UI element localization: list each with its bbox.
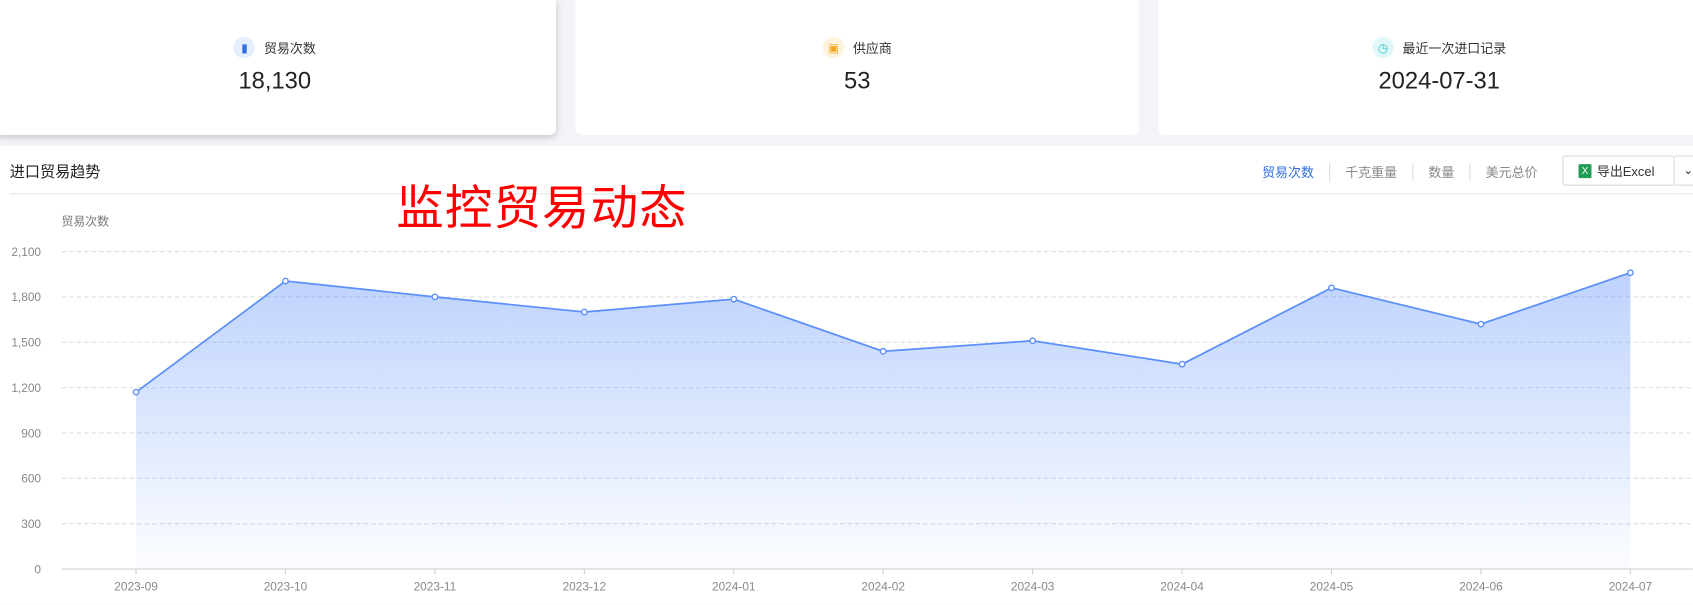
stat-value: 18,130 — [238, 66, 312, 94]
panel-title: 进口贸易趋势 — [9, 163, 101, 181]
bar-chart-icon: ▮ — [233, 36, 256, 59]
y-tick-label: 600 — [21, 472, 41, 486]
store-icon: ▣ — [822, 36, 845, 59]
y-tick-label: 2,100 — [11, 245, 41, 259]
x-tick-label: 2023-09 — [114, 580, 158, 594]
tab-usd-total[interactable]: 美元总价 — [1469, 163, 1552, 182]
y-tick-label: 300 — [21, 517, 41, 531]
metric-tabs: 贸易次数 千克重量 数量 美元总价 — [1247, 163, 1553, 182]
x-tick-label: 2024-01 — [712, 580, 756, 594]
data-point — [132, 388, 140, 396]
stat-card-trades[interactable]: ▮ 贸易次数 18,130 — [0, 0, 557, 135]
data-point — [1328, 284, 1335, 292]
stat-label: 贸易次数 — [263, 40, 316, 56]
chevron-down-icon: ⌄ — [1683, 164, 1693, 178]
data-point — [879, 347, 887, 355]
tab-quantity[interactable]: 数量 — [1412, 163, 1469, 182]
export-dropdown-button[interactable]: ⌄ — [1674, 155, 1693, 186]
y-tick-label: 1,200 — [11, 381, 41, 395]
stat-value: 53 — [844, 66, 871, 94]
x-tick-label: 2023-11 — [414, 580, 457, 594]
x-tick-label: 2024-07 — [1609, 580, 1653, 594]
data-point — [1477, 320, 1485, 328]
export-label: 导出Excel — [1596, 163, 1655, 179]
stat-card-suppliers[interactable]: ▣ 供应商 53 — [575, 0, 1140, 135]
y-tick-label: 1,500 — [11, 336, 41, 350]
x-tick-label: 2024-04 — [1160, 580, 1204, 594]
x-tick-label: 2023-12 — [563, 580, 607, 594]
excel-icon: X — [1578, 163, 1592, 178]
y-tick-label: 0 — [34, 562, 41, 576]
y-tick-label: 900 — [21, 426, 41, 440]
data-point — [1029, 337, 1037, 345]
tab-weight[interactable]: 千克重量 — [1329, 163, 1412, 182]
stat-label: 最近一次进口记录 — [1402, 40, 1507, 56]
overlay-caption: 监控贸易动态 — [396, 181, 688, 237]
stat-label: 供应商 — [852, 40, 892, 56]
x-tick-label: 2024-06 — [1459, 580, 1503, 594]
data-point — [1178, 360, 1186, 368]
clock-icon: ◷ — [1372, 36, 1394, 59]
y-tick-label: 1,800 — [11, 290, 41, 304]
x-tick-label: 2023-10 — [264, 580, 308, 594]
area-fill — [136, 272, 1631, 570]
data-point — [580, 308, 588, 316]
x-tick-label: 2024-02 — [861, 580, 905, 594]
divider — [9, 193, 1693, 195]
data-point — [730, 295, 738, 303]
y-axis-label: 贸易次数 — [62, 215, 110, 229]
data-point — [1626, 269, 1634, 277]
data-point — [282, 277, 289, 285]
stat-value: 2024-07-31 — [1378, 66, 1500, 94]
tab-trades[interactable]: 贸易次数 — [1262, 165, 1314, 181]
data-point — [431, 293, 439, 301]
export-excel-button[interactable]: X 导出Excel — [1562, 155, 1675, 186]
x-tick-label: 2024-03 — [1011, 580, 1055, 594]
stat-card-last-import[interactable]: ◷ 最近一次进口记录 2024-07-31 — [1158, 0, 1693, 135]
x-tick-label: 2024-05 — [1310, 580, 1354, 594]
